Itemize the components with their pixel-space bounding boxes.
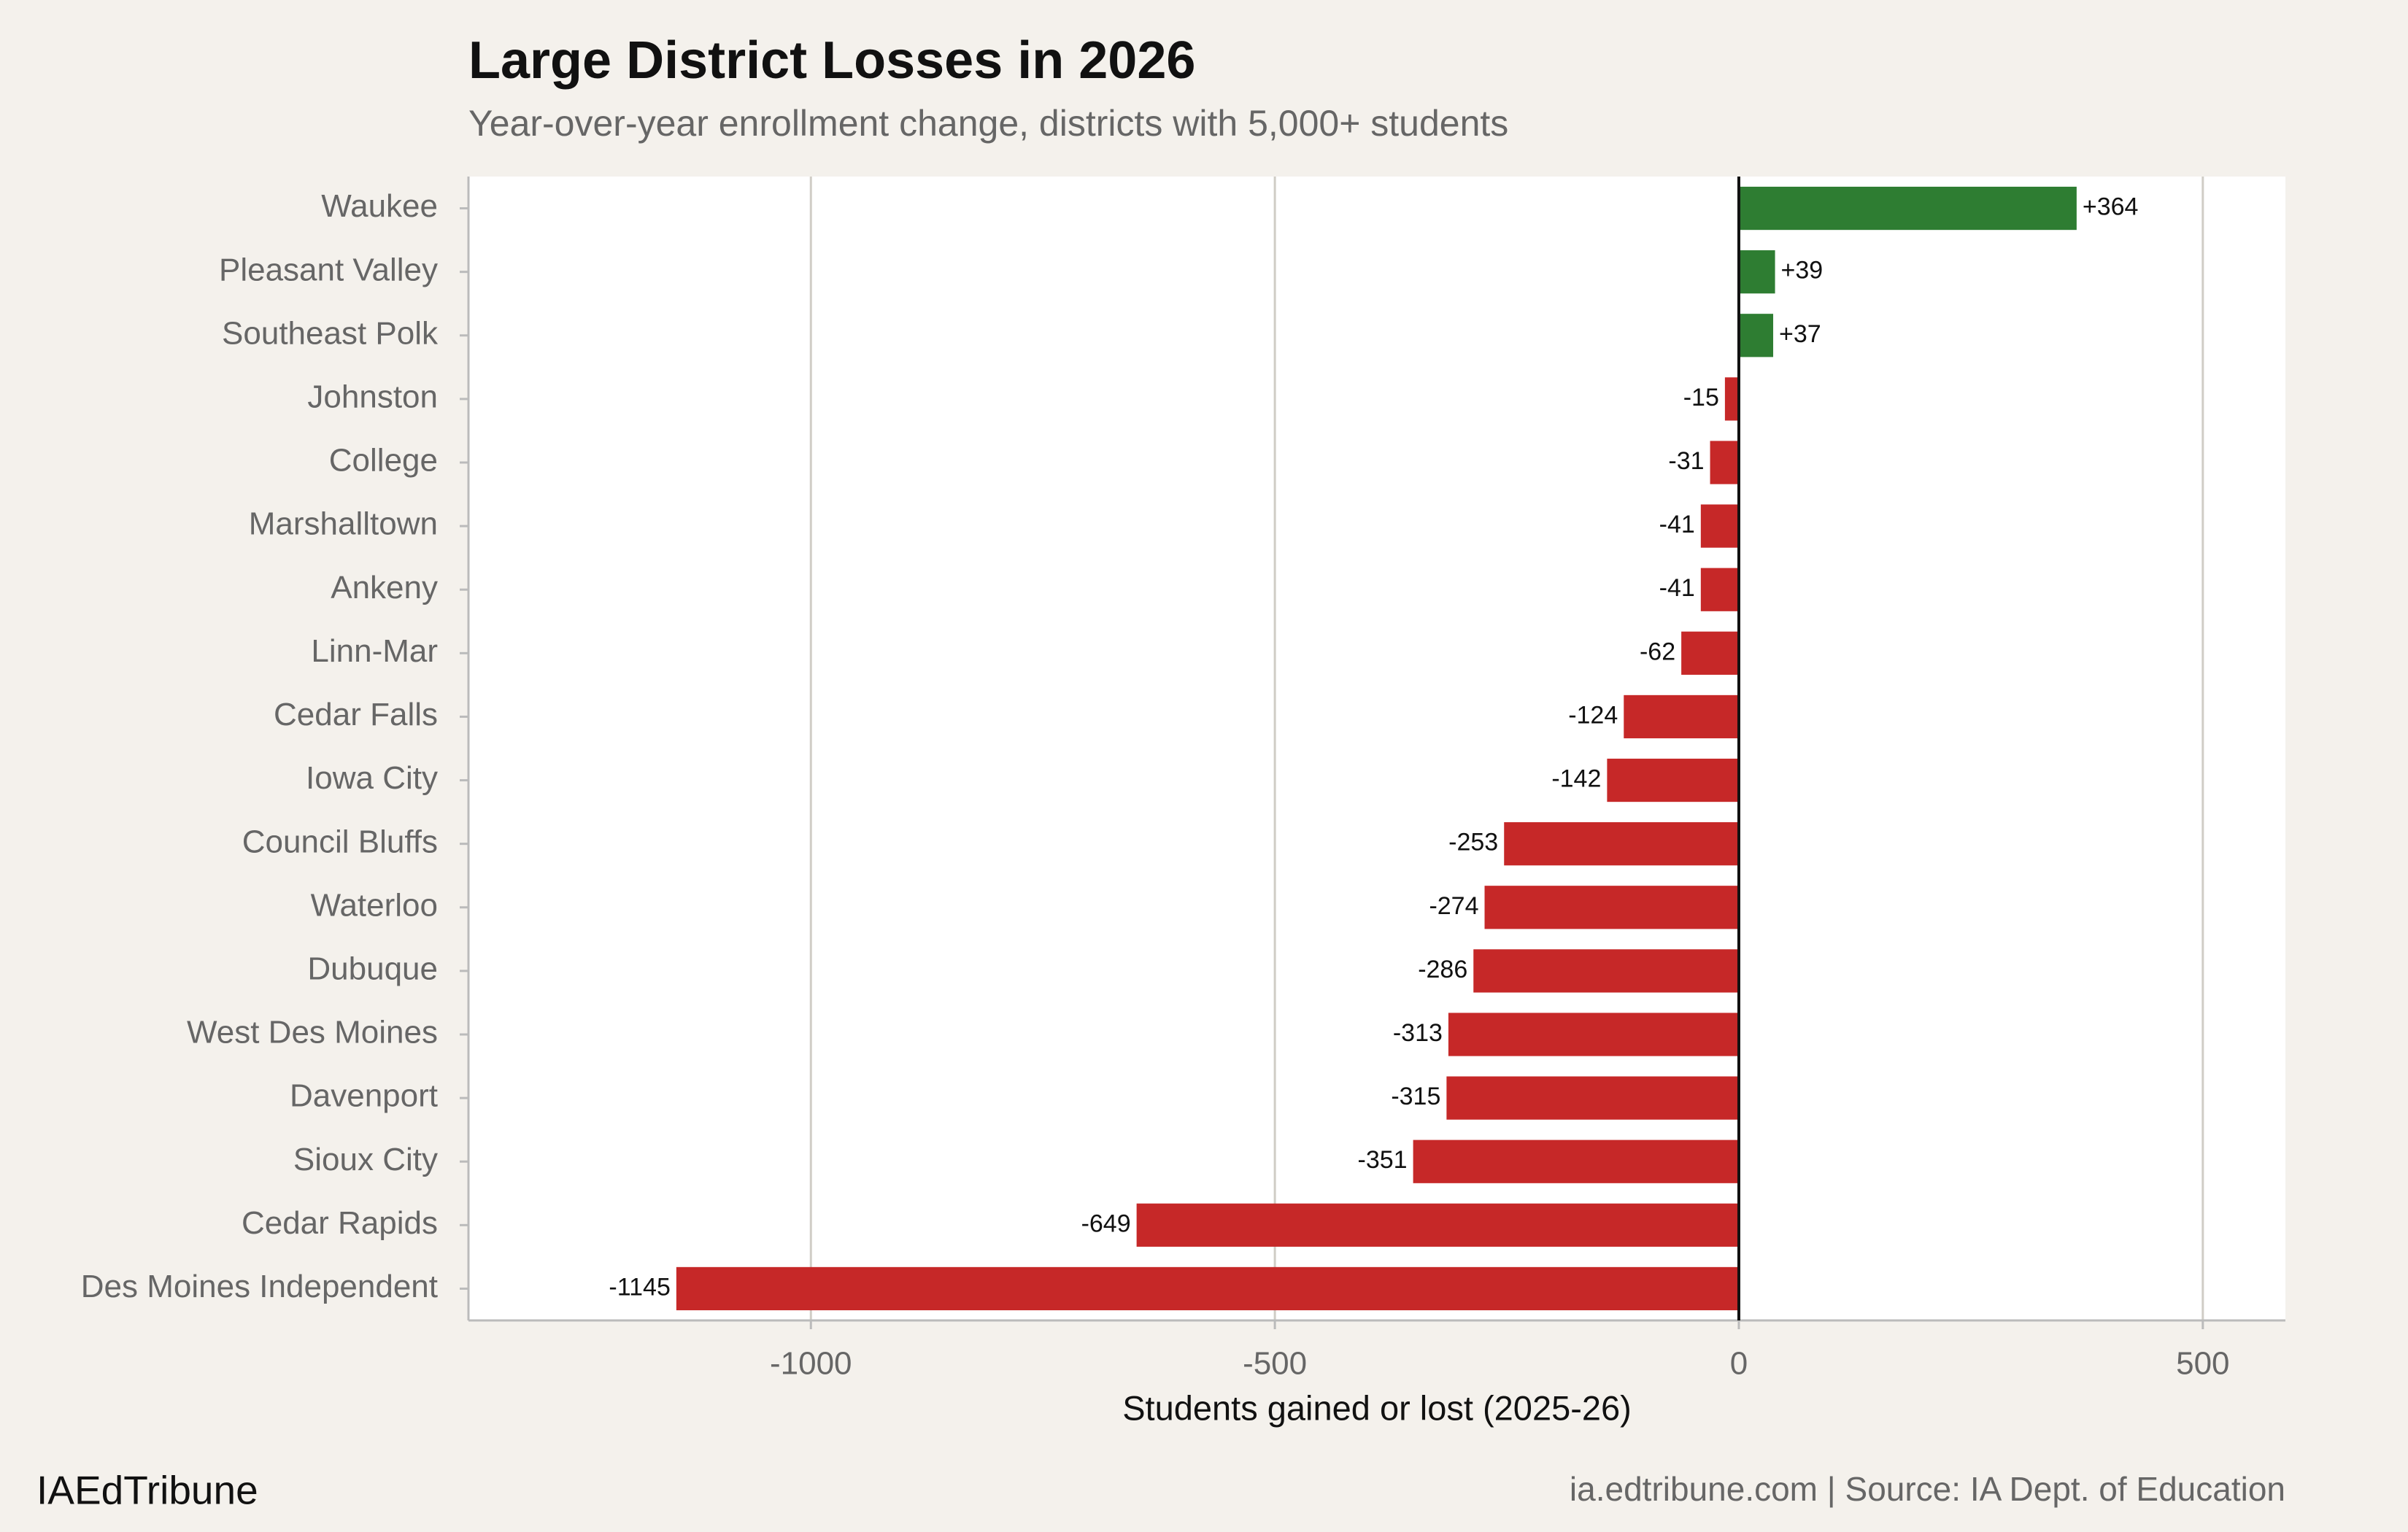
y-tick-label: Southeast Polk: [222, 315, 439, 351]
value-label: -31: [1668, 447, 1704, 475]
plot-area: [468, 177, 2285, 1320]
x-tick-label: 0: [1730, 1346, 1748, 1382]
bar: [1484, 886, 1739, 929]
value-label: -15: [1683, 384, 1719, 411]
y-tick-label: West Des Moines: [187, 1015, 438, 1051]
value-label: -313: [1393, 1019, 1443, 1047]
y-tick-label: Des Moines Independent: [81, 1269, 438, 1304]
value-label: -286: [1418, 956, 1467, 983]
bar: [1446, 1076, 1739, 1120]
value-label: -41: [1659, 511, 1695, 538]
bar: [1136, 1203, 1739, 1247]
brand: IAEdTribune: [36, 1468, 258, 1513]
value-label: -253: [1448, 829, 1498, 856]
y-tick-label: Johnston: [307, 379, 438, 415]
chart-subtitle: Year-over-year enrollment change, distri…: [468, 103, 1508, 144]
value-label: -62: [1640, 638, 1675, 665]
y-tick-label: Sioux City: [293, 1142, 438, 1177]
source-note: ia.edtribune.com | Source: IA Dept. of E…: [1570, 1470, 2285, 1508]
value-label: -274: [1429, 892, 1478, 920]
bar: [1448, 1013, 1739, 1056]
bar: [1607, 758, 1739, 802]
x-tick-label: 500: [2176, 1346, 2229, 1382]
y-tick-label: Linn-Mar: [311, 633, 438, 669]
bar: [1413, 1140, 1739, 1183]
bar: [1504, 822, 1739, 866]
y-tick-label: Dubuque: [307, 951, 438, 987]
bar: [1738, 250, 1775, 294]
y-tick-label: Pleasant Valley: [219, 252, 438, 287]
bar: [1473, 949, 1739, 993]
y-tick-label: Waterloo: [311, 887, 438, 923]
value-label: -1145: [609, 1273, 670, 1301]
y-tick-label: College: [329, 443, 438, 479]
value-label: -315: [1391, 1083, 1440, 1110]
value-label: +39: [1781, 257, 1824, 285]
value-label: +37: [1779, 320, 1821, 348]
bar: [1738, 186, 2077, 231]
value-label: -142: [1551, 765, 1601, 793]
y-tick-label: Council Bluffs: [242, 824, 438, 859]
y-tick-label: Cedar Rapids: [242, 1205, 438, 1241]
bar: [1724, 377, 1739, 421]
y-tick-label: Marshalltown: [249, 506, 438, 542]
bar: [1710, 441, 1739, 484]
bar: [1700, 568, 1739, 611]
bar: [1681, 631, 1739, 675]
x-axis-title: Students gained or lost (2025-26): [1122, 1388, 1632, 1427]
value-label: -649: [1081, 1210, 1131, 1237]
y-tick-label: Ankeny: [331, 570, 438, 606]
bar: [1738, 314, 1774, 357]
y-tick-label: Waukee: [321, 188, 438, 224]
bar: [676, 1266, 1739, 1311]
y-tick-label: Cedar Falls: [274, 697, 438, 732]
bar: [1700, 504, 1739, 548]
x-tick-label: -1000: [770, 1346, 852, 1382]
chart-title: Large District Losses in 2026: [468, 31, 1195, 90]
value-label: -351: [1358, 1146, 1408, 1174]
value-label: -41: [1659, 574, 1695, 602]
y-tick-label: Davenport: [290, 1078, 438, 1114]
value-label: +364: [2083, 193, 2139, 221]
x-tick-label: -500: [1243, 1346, 1307, 1382]
y-tick-label: Iowa City: [306, 760, 438, 796]
value-label: -124: [1568, 701, 1618, 729]
bar: [1624, 695, 1739, 739]
